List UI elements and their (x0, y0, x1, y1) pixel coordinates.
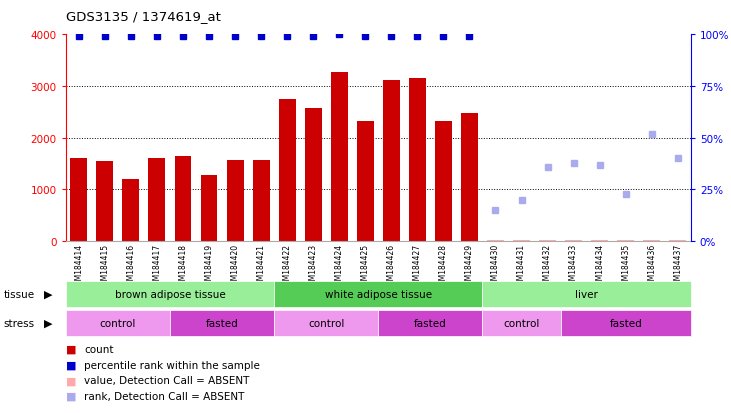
Bar (253, 161, 270, 242)
Bar (96, 161, 113, 242)
Bar (70, 159, 87, 242)
Bar (409, 78, 426, 242)
Text: fasted: fasted (414, 318, 447, 328)
Text: percentile rank within the sample: percentile rank within the sample (84, 360, 260, 370)
Bar (539, 240, 556, 242)
Text: liver: liver (575, 289, 598, 299)
Bar (305, 109, 322, 242)
Text: control: control (308, 318, 344, 328)
Bar (670, 240, 686, 242)
Bar (274, 281, 482, 308)
Bar (435, 122, 452, 242)
Bar (170, 310, 274, 337)
Text: value, Detection Call = ABSENT: value, Detection Call = ABSENT (84, 375, 249, 385)
Text: control: control (504, 318, 539, 328)
Bar (561, 310, 691, 337)
Bar (487, 240, 504, 242)
Text: ■: ■ (66, 344, 76, 354)
Text: fasted: fasted (610, 318, 642, 328)
Bar (175, 157, 192, 242)
Bar (66, 310, 170, 337)
Bar (200, 176, 218, 242)
Bar (66, 281, 274, 308)
Bar (383, 81, 400, 242)
Bar (148, 159, 165, 242)
Text: ■: ■ (66, 391, 76, 401)
Text: stress: stress (4, 318, 35, 328)
Text: fasted: fasted (205, 318, 238, 328)
Text: GDS3135 / 1374619_at: GDS3135 / 1374619_at (66, 10, 221, 23)
Bar (482, 281, 691, 308)
Text: ▶: ▶ (44, 289, 53, 299)
Bar (379, 310, 482, 337)
Bar (279, 100, 295, 242)
Bar (274, 310, 379, 337)
Text: rank, Detection Call = ABSENT: rank, Detection Call = ABSENT (84, 391, 244, 401)
Bar (357, 122, 374, 242)
Bar (643, 240, 660, 242)
Bar (482, 310, 561, 337)
Text: ■: ■ (66, 360, 76, 370)
Text: control: control (99, 318, 136, 328)
Bar (591, 240, 608, 242)
Text: brown adipose tissue: brown adipose tissue (115, 289, 225, 299)
Text: ■: ■ (66, 375, 76, 385)
Text: ▶: ▶ (44, 318, 53, 328)
Bar (227, 161, 243, 242)
Bar (122, 180, 140, 242)
Text: white adipose tissue: white adipose tissue (325, 289, 432, 299)
Text: tissue: tissue (4, 289, 35, 299)
Bar (565, 240, 582, 242)
Bar (461, 114, 478, 242)
Bar (617, 240, 635, 242)
Bar (513, 240, 530, 242)
Text: count: count (84, 344, 113, 354)
Bar (330, 73, 348, 242)
